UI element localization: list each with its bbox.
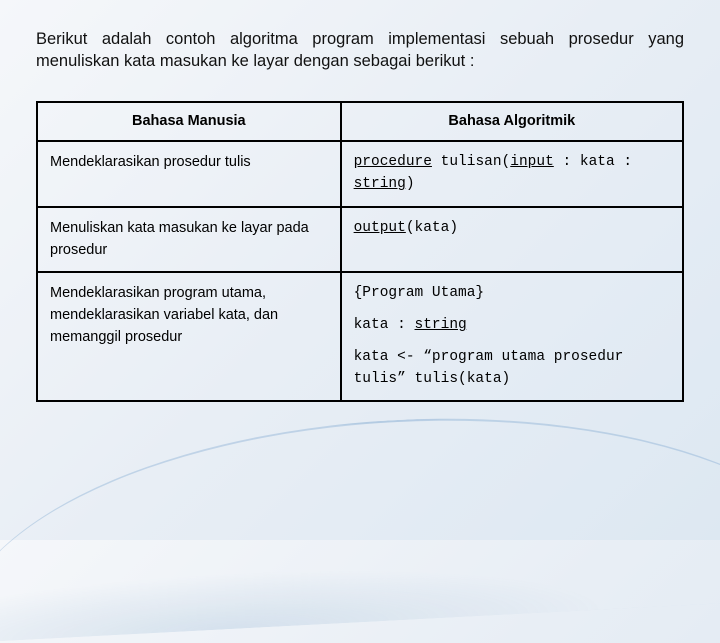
cell-right-1: output(kata) (341, 207, 683, 273)
line-2: kata : string (354, 315, 670, 337)
table-row: Mendeklarasikan program utama, mendeklar… (37, 272, 683, 401)
table-header-row: Bahasa Manusia Bahasa Algoritmik (37, 102, 683, 142)
decorative-swoosh (0, 397, 720, 643)
line-1: {Program Utama} (354, 283, 670, 305)
cell-right-0: procedure tulisan(input : kata : string) (341, 141, 683, 207)
cell-left-1: Menuliskan kata masukan ke layar pada pr… (37, 207, 341, 273)
txt: tulisan( (432, 154, 510, 170)
intro-paragraph: Berikut adalah contoh algoritma program … (36, 28, 684, 73)
kw-string: string (415, 317, 467, 333)
cell-right-2: {Program Utama} kata : string kata <- “p… (341, 272, 683, 401)
cell-left-2: Mendeklarasikan program utama, mendeklar… (37, 272, 341, 401)
slide-content: Berikut adalah contoh algoritma program … (0, 0, 720, 430)
txt: ) (406, 176, 415, 192)
txt: : kata : (554, 154, 632, 170)
kw-string: string (354, 176, 406, 192)
txt: (kata) (406, 220, 458, 236)
algorithm-table: Bahasa Manusia Bahasa Algoritmik Mendekl… (36, 101, 684, 403)
table-row: Menuliskan kata masukan ke layar pada pr… (37, 207, 683, 273)
kw-output: output (354, 220, 406, 236)
table-row: Mendeklarasikan prosedur tulis procedure… (37, 141, 683, 207)
header-left: Bahasa Manusia (37, 102, 341, 142)
kw-input: input (510, 154, 554, 170)
header-right: Bahasa Algoritmik (341, 102, 683, 142)
cell-left-0: Mendeklarasikan prosedur tulis (37, 141, 341, 207)
kw-procedure: procedure (354, 154, 432, 170)
line-3: kata <- “program utama prosedur tulis” t… (354, 347, 670, 391)
txt: kata : (354, 317, 415, 333)
